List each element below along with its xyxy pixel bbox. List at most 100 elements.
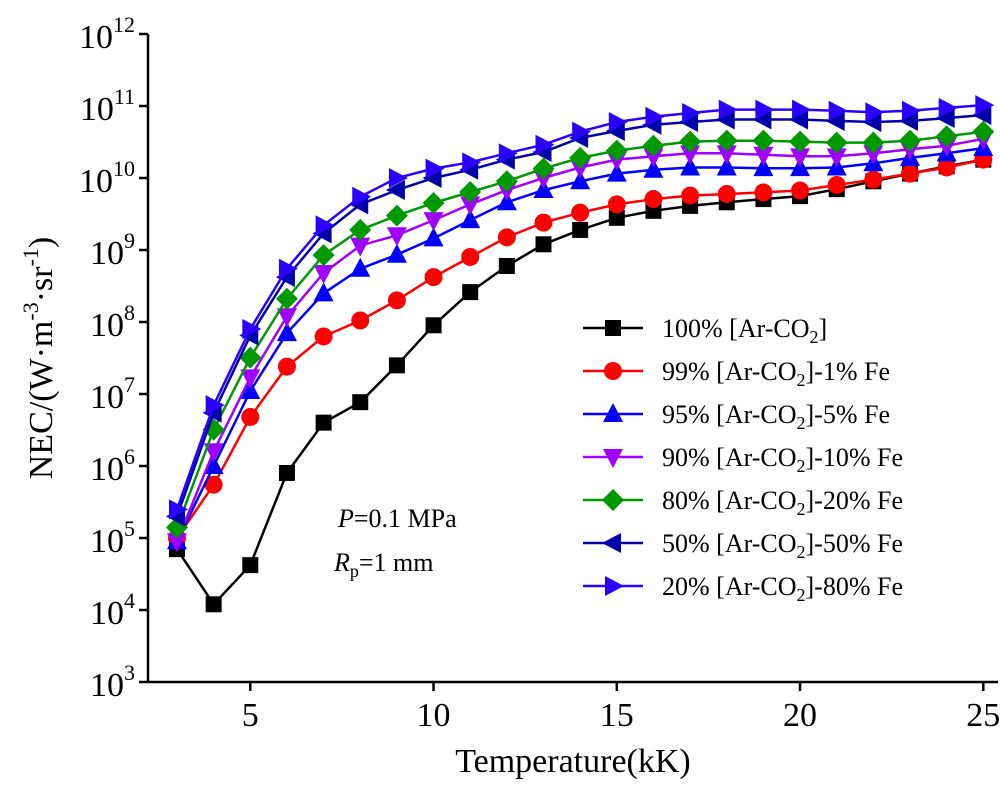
data-point [755,99,775,120]
x-tick-label: 5 [242,697,259,734]
data-point [753,146,774,166]
legend-marker [602,533,621,553]
data-point [826,148,847,168]
data-point [350,237,371,257]
data-point [422,191,445,214]
data-point [825,110,845,131]
data-point [679,130,702,153]
data-point [204,475,223,494]
data-point [608,209,625,226]
data-point [205,395,225,416]
x-tick-label: 25 [966,697,1000,734]
data-point [827,175,846,194]
legend: 100% [Ar-CO2] 99% [Ar-CO2]-1% Fe 95% [Ar-C… [583,314,903,605]
y-tick-label: 103 [90,660,135,704]
data-point [972,104,992,125]
data-point [972,120,995,143]
data-point [792,99,812,120]
data-point [313,264,334,284]
axes: 103 104 105 106 107 108 109 1010 1011 1012 5 10 15 20… [18,12,1000,780]
data-point [241,407,260,426]
legend-label: 80% [Ar-CO2]-20% Fe [662,486,903,519]
data-point [572,221,589,238]
data-point [864,170,883,189]
data-point [239,346,262,369]
data-point [315,215,335,236]
data-point [205,596,222,613]
data-point [277,357,296,376]
data-point [901,164,919,183]
data-point [242,318,262,339]
data-point [276,322,297,342]
data-point [938,97,958,118]
data-point [716,156,737,176]
data-point [425,317,442,334]
x-tick-label: 10 [417,697,451,734]
legend-item: 80% [Ar-CO2]-20% Fe [583,486,903,519]
data-point [460,196,481,216]
legend-item: 100% [Ar-CO2] [583,314,827,347]
data-point [313,282,334,302]
data-point [240,369,261,389]
data-point [752,109,772,130]
annotation: Rp=1 mm [333,548,434,581]
data-point [240,380,261,400]
data-point [350,257,371,277]
data-point [680,145,701,165]
data-point [497,228,516,247]
data-point [789,109,809,130]
annotations: P=0.1 MPa Rp=1 mm [333,504,457,581]
data-point [865,102,885,123]
legend-label: 20% [Ar-CO2]-80% Fe [662,572,903,605]
data-point [278,258,298,279]
data-point [605,139,628,162]
y-tick-label: 1011 [80,84,135,128]
data-point [422,168,442,188]
data-point [569,146,592,169]
legend-label: 90% [Ar-CO2]-10% Fe [662,443,903,476]
data-point [385,180,405,201]
series-2 [167,137,994,550]
legend-label: 99% [Ar-CO2]-1% Fe [662,357,890,390]
data-point [167,533,187,553]
data-point [607,195,626,214]
y-tick-label: 109 [90,228,135,272]
data-point [312,244,335,267]
data-point [570,170,591,190]
data-point [862,131,885,154]
data-point [534,213,553,232]
series-6 [169,95,995,520]
data-point [862,111,882,132]
y-tick-label: 105 [90,516,135,560]
data-point [315,414,332,431]
data-point [535,134,555,155]
data-point [899,110,918,131]
x-tick-label: 15 [600,697,634,734]
data-point [460,209,481,229]
data-point [899,129,921,152]
data-point [681,186,700,205]
data-point [608,111,628,132]
data-point [715,129,738,152]
data-point [935,108,955,129]
data-point [423,212,444,232]
data-point [718,99,738,120]
data-point [715,109,735,130]
legend-marker [605,576,624,596]
legend-marker [602,489,624,511]
data-point [203,455,224,474]
data-point [385,204,408,227]
data-point [461,247,480,266]
data-point [388,357,405,374]
data-point [169,499,188,520]
data-point [276,308,297,328]
data-point [425,158,445,179]
data-point [752,129,775,152]
data-point [790,148,811,168]
legend-item: 95% [Ar-CO2]-5% Fe [583,400,890,433]
data-point [387,291,406,310]
data-point [643,148,664,168]
legend-marker [603,449,623,468]
legend-marker [605,320,621,336]
data-point [644,190,663,209]
